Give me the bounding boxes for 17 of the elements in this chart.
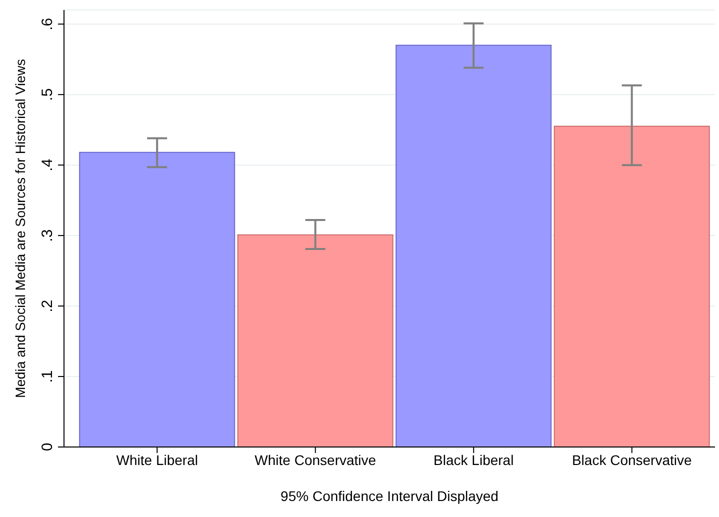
x-axis-title: 95% Confidence Interval Displayed	[280, 488, 498, 504]
x-tick-label: White Liberal	[116, 452, 198, 468]
y-tick-label: .1	[39, 370, 56, 383]
y-axis-title: Media and Social Media are Sources for Historical Views	[12, 58, 28, 398]
y-tick-label: .5	[39, 88, 56, 101]
y-tick-label: 0	[39, 442, 56, 452]
x-tick-label: White Conservative	[254, 452, 376, 468]
bar	[554, 126, 710, 447]
y-tick-label: .3	[39, 229, 56, 242]
bar	[396, 44, 552, 447]
x-tick-label: Black Conservative	[572, 452, 692, 468]
y-tick-label: .6	[39, 18, 56, 30]
y-tick-label: .2	[39, 300, 56, 312]
bar	[237, 234, 394, 447]
y-tick-label: .4	[39, 158, 56, 172]
x-tick-label: Black Liberal	[434, 452, 514, 468]
bar	[79, 152, 236, 447]
